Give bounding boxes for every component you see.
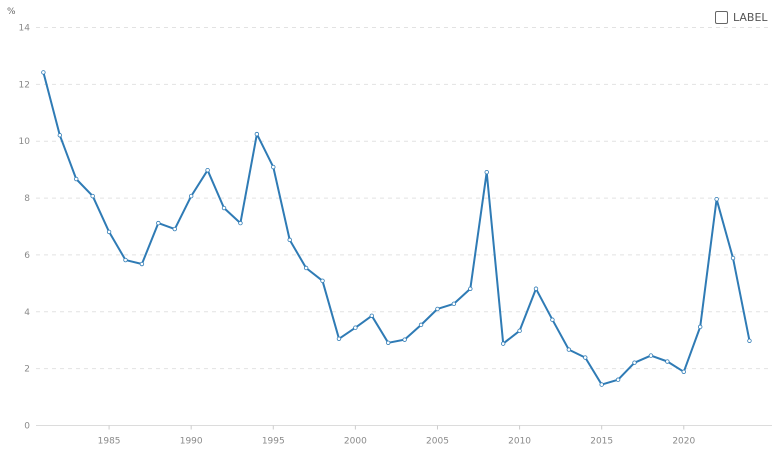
data-point xyxy=(303,265,309,271)
data-point xyxy=(188,193,194,199)
y-tick-label: 10 xyxy=(19,137,31,147)
data-point xyxy=(698,324,703,330)
data-point xyxy=(583,355,588,360)
data-point xyxy=(615,377,621,382)
y-axis-unit-label: % xyxy=(7,7,16,17)
data-point xyxy=(533,286,539,291)
data-point xyxy=(221,205,227,211)
data-point xyxy=(730,255,736,261)
data-point xyxy=(418,322,424,328)
data-point xyxy=(386,340,391,345)
data-point xyxy=(435,306,440,312)
x-tick-label: 2000 xyxy=(344,437,367,447)
data-point xyxy=(402,337,407,342)
x-tick-label: 2010 xyxy=(508,437,531,447)
y-tick-label: 2 xyxy=(24,365,30,375)
data-point xyxy=(238,220,243,226)
data-point xyxy=(353,325,358,330)
y-tick-label: 0 xyxy=(24,422,30,432)
x-tick-label: 1985 xyxy=(98,437,121,447)
x-tick-label: 2015 xyxy=(590,437,613,447)
data-point xyxy=(271,164,276,170)
data-point xyxy=(156,220,161,226)
data-point xyxy=(665,359,670,364)
x-tick-label: 1995 xyxy=(262,437,285,447)
data-point xyxy=(747,338,752,343)
data-point xyxy=(90,193,95,199)
y-tick-label: 6 xyxy=(24,251,30,261)
checkbox-icon[interactable] xyxy=(715,11,728,24)
legend-label: LABEL xyxy=(733,11,768,24)
data-point xyxy=(451,301,457,307)
data-point xyxy=(599,382,604,387)
legend-toggle[interactable]: LABEL xyxy=(715,11,768,24)
data-point xyxy=(566,347,572,352)
data-point xyxy=(484,170,489,175)
x-tick-label: 2005 xyxy=(426,437,449,447)
x-tick-label: 2020 xyxy=(672,437,695,447)
y-tick-label: 4 xyxy=(24,308,30,318)
data-point xyxy=(648,353,654,358)
y-tick-label: 14 xyxy=(19,24,31,34)
data-point xyxy=(500,341,506,346)
data-point xyxy=(681,369,686,374)
data-point xyxy=(550,317,555,322)
data-point xyxy=(106,229,112,235)
data-point xyxy=(139,261,145,267)
series-line xyxy=(42,72,751,386)
data-point xyxy=(632,360,637,365)
data-point xyxy=(172,226,177,232)
data-point xyxy=(74,176,79,182)
data-point xyxy=(123,257,128,263)
data-point xyxy=(287,237,292,243)
x-tick-label: 1990 xyxy=(180,437,203,447)
data-point xyxy=(468,286,473,291)
data-point xyxy=(254,131,260,137)
y-tick-label: 12 xyxy=(19,80,30,90)
data-point xyxy=(336,336,342,341)
data-point xyxy=(205,168,210,173)
data-point xyxy=(57,133,63,138)
data-point xyxy=(320,278,325,283)
data-point xyxy=(714,197,719,202)
data-point xyxy=(517,328,522,334)
data-point xyxy=(41,70,46,75)
y-tick-label: 8 xyxy=(24,194,30,204)
data-point xyxy=(369,313,374,318)
